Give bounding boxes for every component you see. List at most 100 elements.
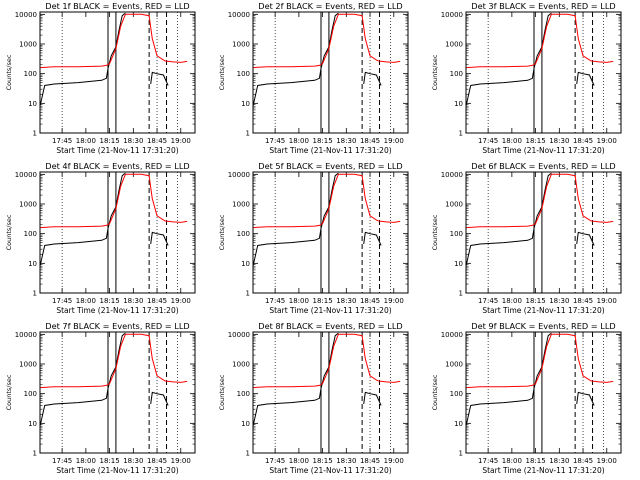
- series-events-post: [363, 391, 382, 406]
- panel-title: Det 9f BLACK = Events, RED = LLD: [471, 321, 615, 331]
- x-tick-label: 17:45: [265, 457, 285, 465]
- x-tick-label: 18:30: [336, 137, 356, 145]
- x-tick-label: 18:45: [147, 297, 167, 305]
- panel-title: Det 6f BLACK = Events, RED = LLD: [471, 161, 615, 171]
- panel-det-8: Det 8f BLACK = Events, RED = LLD Counts/s…: [218, 321, 409, 475]
- y-tick-label: 1000: [445, 201, 463, 209]
- y-tick-label: 1: [33, 450, 37, 458]
- series-events-post: [150, 391, 169, 406]
- x-tick-label: 18:00: [76, 137, 96, 145]
- y-tick-label: 1000: [445, 361, 463, 369]
- y-tick-label: 10: [28, 100, 37, 108]
- x-tick-label: 18:45: [573, 297, 593, 305]
- series-events-post: [363, 71, 382, 86]
- panel-det-4: Det 4f BLACK = Events, RED = LLD Counts/s…: [5, 161, 196, 315]
- x-tick-label: 18:30: [549, 137, 569, 145]
- y-tick-label: 1: [459, 450, 463, 458]
- x-tick-label: 18:30: [549, 457, 569, 465]
- y-tick-label: 10000: [228, 331, 250, 339]
- y-axis-label: Counts/sec: [431, 54, 439, 90]
- y-tick-label: 100: [450, 230, 463, 238]
- y-tick-label: 10000: [228, 171, 250, 179]
- series-events-post: [576, 391, 595, 406]
- y-tick-label: 10000: [15, 11, 37, 19]
- x-axis-label: Start Time (21-Nov-11 17:31:20): [482, 306, 604, 315]
- y-tick-label: 10: [454, 260, 463, 268]
- y-axis-label: Counts/sec: [431, 374, 439, 410]
- panel-title: Det 1f BLACK = Events, RED = LLD: [45, 1, 189, 11]
- x-tick-label: 18:15: [312, 297, 332, 305]
- x-tick-label: 18:15: [525, 457, 545, 465]
- x-tick-label: 18:15: [312, 137, 332, 145]
- x-axis-label: Start Time (21-Nov-11 17:31:20): [269, 306, 391, 315]
- y-tick-label: 1000: [19, 41, 37, 49]
- x-tick-label: 18:15: [525, 297, 545, 305]
- series-events-post: [576, 231, 595, 246]
- x-tick-label: 18:00: [76, 457, 96, 465]
- y-tick-label: 10: [28, 260, 37, 268]
- x-tick-label: 18:00: [289, 297, 309, 305]
- series-events: [465, 172, 552, 267]
- plot-frame: [39, 11, 196, 134]
- plot-frame: [252, 331, 409, 454]
- x-axis-label: Start Time (21-Nov-11 17:31:20): [269, 146, 391, 155]
- plot-frame: [465, 331, 622, 454]
- y-axis-label: Counts/sec: [218, 214, 226, 250]
- x-tick-label: 19:00: [384, 457, 404, 465]
- panel-title: Det 5f BLACK = Events, RED = LLD: [258, 161, 402, 171]
- y-tick-label: 1: [459, 290, 463, 298]
- series-events: [252, 332, 339, 427]
- plot-frame: [39, 171, 196, 294]
- series-events-post: [576, 71, 595, 86]
- y-tick-label: 1: [246, 450, 250, 458]
- x-tick-label: 18:45: [573, 457, 593, 465]
- x-tick-label: 19:00: [384, 297, 404, 305]
- x-tick-label: 18:30: [336, 297, 356, 305]
- y-tick-label: 100: [24, 70, 37, 78]
- series-lld: [465, 333, 614, 389]
- x-tick-label: 18:00: [502, 457, 522, 465]
- x-tick-label: 19:00: [597, 297, 617, 305]
- panel-title: Det 2f BLACK = Events, RED = LLD: [258, 1, 402, 11]
- x-tick-label: 17:45: [265, 297, 285, 305]
- x-tick-label: 19:00: [597, 137, 617, 145]
- panel-title: Det 3f BLACK = Events, RED = LLD: [471, 1, 615, 11]
- panel-title: Det 4f BLACK = Events, RED = LLD: [45, 161, 189, 171]
- plot-frame: [465, 171, 622, 294]
- panel-det-9: Det 9f BLACK = Events, RED = LLD Counts/s…: [431, 321, 622, 475]
- plot-frame: [252, 171, 409, 294]
- series-events: [39, 172, 126, 267]
- y-tick-label: 1000: [19, 201, 37, 209]
- x-tick-label: 18:00: [76, 297, 96, 305]
- panel-det-7: Det 7f BLACK = Events, RED = LLD Counts/s…: [5, 321, 196, 475]
- series-events-post: [150, 231, 169, 246]
- y-tick-label: 1000: [232, 41, 250, 49]
- y-tick-label: 1: [459, 130, 463, 138]
- x-tick-label: 18:00: [289, 457, 309, 465]
- panel-title: Det 8f BLACK = Events, RED = LLD: [258, 321, 402, 331]
- y-tick-label: 1: [246, 290, 250, 298]
- series-events: [252, 172, 339, 267]
- series-lld: [39, 13, 188, 69]
- y-tick-label: 1000: [232, 201, 250, 209]
- y-tick-label: 1: [246, 130, 250, 138]
- panel-det-2: Det 2f BLACK = Events, RED = LLD Counts/s…: [218, 1, 409, 155]
- x-tick-label: 18:45: [147, 137, 167, 145]
- y-tick-label: 100: [237, 390, 250, 398]
- y-tick-label: 100: [24, 390, 37, 398]
- x-axis-label: Start Time (21-Nov-11 17:31:20): [56, 306, 178, 315]
- x-tick-label: 17:45: [478, 457, 498, 465]
- y-tick-label: 10000: [441, 331, 463, 339]
- y-tick-label: 100: [237, 230, 250, 238]
- y-tick-label: 100: [24, 230, 37, 238]
- series-lld: [252, 13, 401, 69]
- series-lld: [252, 173, 401, 229]
- y-tick-label: 10: [241, 100, 250, 108]
- panel-det-1: Det 1f BLACK = Events, RED = LLD Counts/s…: [5, 1, 196, 155]
- x-axis-label: Start Time (21-Nov-11 17:31:20): [482, 466, 604, 475]
- x-axis-label: Start Time (21-Nov-11 17:31:20): [56, 466, 178, 475]
- x-tick-label: 18:45: [360, 137, 380, 145]
- x-tick-label: 18:45: [360, 457, 380, 465]
- series-lld: [39, 173, 188, 229]
- x-tick-label: 18:15: [99, 137, 119, 145]
